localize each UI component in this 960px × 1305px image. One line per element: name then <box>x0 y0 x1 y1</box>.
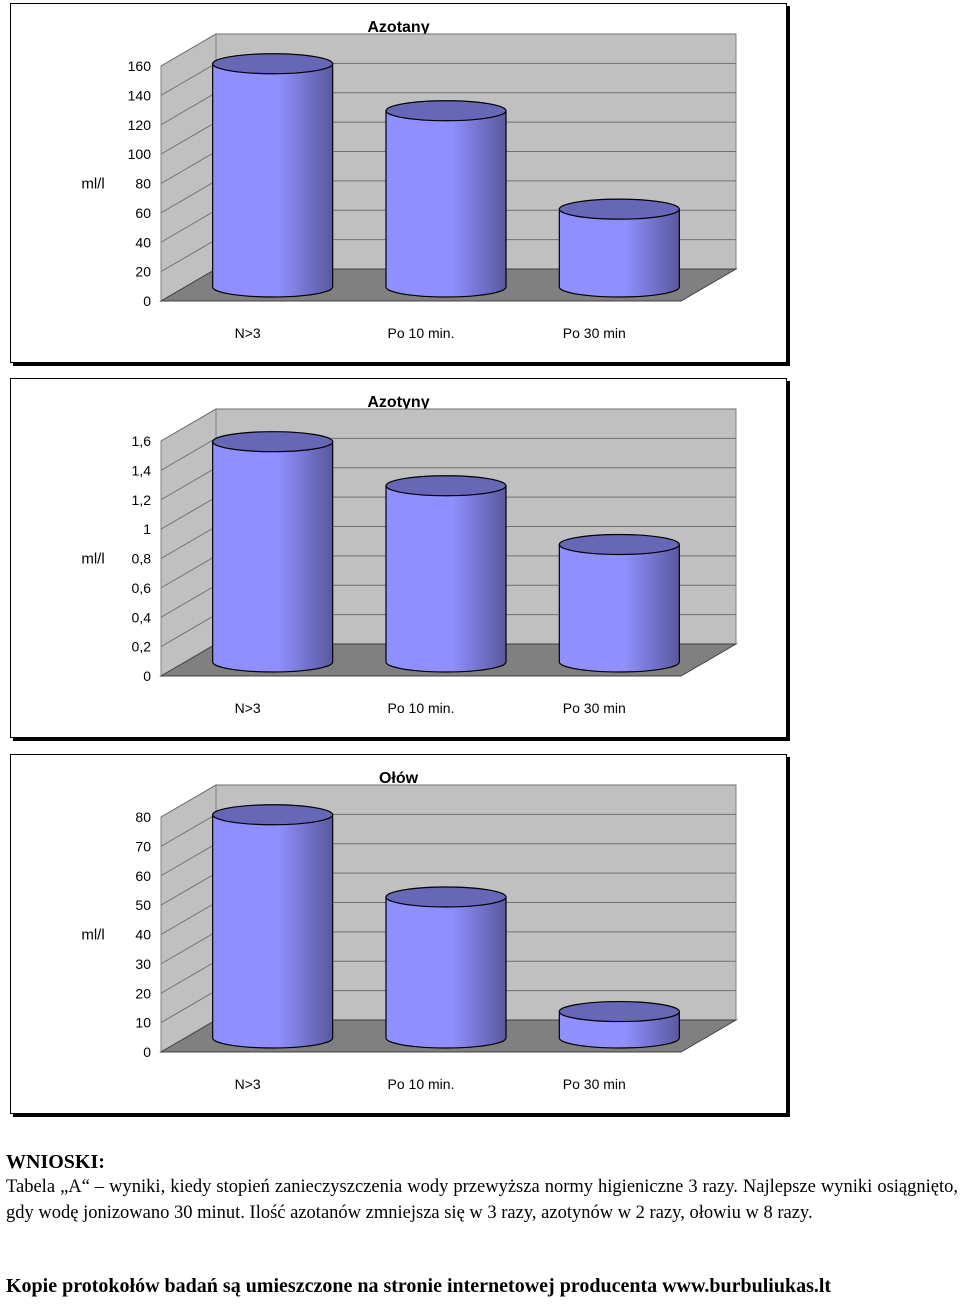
y-tick-label: 20 <box>135 985 151 1001</box>
bar-top <box>212 804 334 826</box>
bar-body <box>385 485 507 673</box>
y-tick-label: 0 <box>143 1044 151 1060</box>
bar-0 <box>212 431 334 673</box>
y-tick-label: 0,2 <box>132 639 152 655</box>
y-tick-label: 20 <box>135 264 151 280</box>
y-tick-label: 160 <box>128 58 152 74</box>
conclusions-section: WNIOSKI: Tabela „A“ – wyniki, kiedy stop… <box>6 1150 958 1226</box>
bar-2 <box>558 198 680 298</box>
y-tick-label: 0,8 <box>132 551 152 567</box>
conclusions-heading: WNIOSKI: <box>6 1151 105 1173</box>
bar-top <box>212 431 334 453</box>
bar-0 <box>212 53 334 298</box>
bar-top <box>558 533 680 556</box>
bar-top <box>385 886 507 908</box>
bar-1 <box>385 100 507 298</box>
bar-top <box>385 100 507 122</box>
y-tick-label: 10 <box>135 1015 151 1031</box>
x-tick-label: Po 30 min <box>563 700 626 716</box>
y-axis-label: ml/l <box>81 176 104 193</box>
bar-top <box>558 198 680 220</box>
y-tick-label: 70 <box>135 838 151 854</box>
y-tick-label: 50 <box>135 897 151 913</box>
y-tick-label: 80 <box>135 809 151 825</box>
x-tick-label: N>3 <box>235 1076 261 1092</box>
y-tick-label: 0 <box>143 293 151 309</box>
y-tick-label: 100 <box>128 146 152 162</box>
bar-top <box>212 53 334 75</box>
y-axis-label: ml/l <box>81 551 104 568</box>
bar-2 <box>558 533 680 673</box>
y-tick-label: 0 <box>143 668 151 684</box>
conclusions-text: Tabela „A“ – wyniki, kiedy stopień zanie… <box>6 1177 958 1223</box>
chart-olow: Ołów 0 10 20 30 40 50 60 70 80 ml/l N>3 Po 10 min. Po… <box>10 754 787 1114</box>
x-tick-label: Po 10 min. <box>388 1076 455 1092</box>
bar-1 <box>385 475 507 673</box>
chart-title: Azotyny <box>367 394 429 411</box>
chart-azotyny-plot: Azotyny 0 0,2 0,4 0,6 0,8 1 1,2 1,4 1,6 ml/l N>3 Po … <box>81 394 738 716</box>
bar-body <box>385 110 507 298</box>
y-tick-label: 0,6 <box>132 580 152 596</box>
y-tick-label: 60 <box>135 205 151 221</box>
y-tick-label: 0,4 <box>132 609 152 625</box>
y-tick-label: 1,6 <box>132 433 152 449</box>
chart-olow-plot: Ołów 0 10 20 30 40 50 60 70 80 ml/l N>3 Po 10 min. Po… <box>81 770 738 1092</box>
y-tick-label: 60 <box>135 868 151 884</box>
chart-title: Azotany <box>367 19 429 36</box>
chart-azotyny: Azotyny 0 0,2 0,4 0,6 0,8 1 1,2 1,4 1,6 ml/l N>3 Po … <box>10 378 787 738</box>
chart-azotany-plot: Azotany 0 20 40 60 80 100 120 140 160 ml/l N>3 Po 10… <box>81 19 738 341</box>
y-tick-label: 120 <box>128 117 152 133</box>
x-tick-label: Po 30 min <box>563 325 626 341</box>
x-tick-label: N>3 <box>235 325 261 341</box>
bar-body <box>212 814 334 1049</box>
gridline <box>160 784 736 818</box>
y-tick-label: 140 <box>128 87 152 103</box>
y-tick-label: 1 <box>143 521 151 537</box>
bar-body <box>212 63 334 298</box>
x-tick-label: N>3 <box>235 700 261 716</box>
y-tick-label: 40 <box>135 927 151 943</box>
bar-body <box>558 543 680 673</box>
chart-title: Ołów <box>379 770 419 787</box>
gridline <box>160 408 736 442</box>
bar-top <box>558 1000 680 1023</box>
y-tick-label: 1,4 <box>132 462 152 478</box>
bar-top <box>385 475 507 497</box>
y-tick-label: 30 <box>135 956 151 972</box>
x-tick-label: Po 30 min <box>563 1076 626 1092</box>
bar-body <box>558 208 680 298</box>
y-tick-label: 80 <box>135 176 151 192</box>
gridline <box>160 33 736 67</box>
chart-azotany: Azotany 0 20 40 60 80 100 120 140 160 ml/l N>3 Po 10… <box>10 3 787 363</box>
bar-body <box>385 896 507 1049</box>
x-tick-label: Po 10 min. <box>388 325 455 341</box>
footer-note: Kopie protokołów badań są umieszczone na… <box>6 1275 832 1297</box>
x-tick-label: Po 10 min. <box>388 700 455 716</box>
bar-body <box>212 441 334 673</box>
y-axis-label: ml/l <box>81 927 104 944</box>
bar-0 <box>212 804 334 1049</box>
bar-2 <box>558 1000 680 1049</box>
bar-1 <box>385 886 507 1049</box>
y-tick-label: 40 <box>135 234 151 250</box>
y-tick-label: 1,2 <box>132 492 152 508</box>
